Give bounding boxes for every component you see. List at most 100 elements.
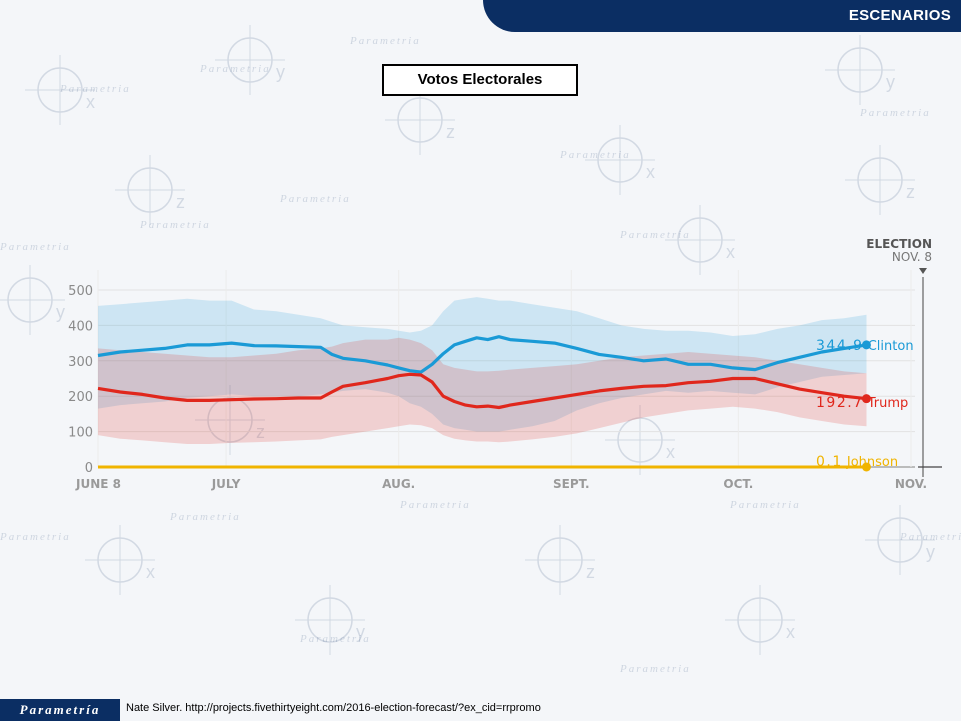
watermark-letter: z (586, 562, 595, 582)
watermark-circle (617, 417, 663, 463)
watermark-circle (207, 397, 253, 443)
y-tick-label: 300 (68, 355, 93, 370)
y-tick-label: 400 (68, 319, 93, 334)
watermark-emblem: y (215, 25, 285, 95)
watermark-brand: Parametria (199, 63, 271, 75)
watermark-circle (737, 597, 783, 643)
watermark-emblem: y (0, 265, 65, 335)
watermark-letter: x (646, 162, 655, 182)
series-end-label-trump: 192.7 Trump (816, 395, 908, 411)
election-marker-arrow (919, 268, 927, 274)
series-name: Johnson (843, 455, 898, 470)
electoral-votes-chart: 0 100 200 300 400 500 JUNE 8 JULY AUG. SEPT. OCT. N… (68, 237, 942, 491)
watermark-brand: Parametria (279, 193, 351, 205)
watermark-emblem: x (85, 525, 155, 595)
watermark-brand: Parametria (169, 511, 241, 523)
watermark-brand: Parametria (299, 633, 371, 645)
watermark-circle (537, 537, 583, 583)
series-value: 192.7 (816, 395, 864, 411)
watermark-letter: z (906, 182, 915, 202)
watermark-emblem: y (825, 35, 895, 105)
series-name: Clinton (864, 339, 914, 354)
series-line-trump (97, 372, 867, 410)
uncertainty-band-trump (98, 337, 867, 444)
section-header-bar: ESCENARIOS (483, 0, 961, 32)
x-tick-label: JUNE 8 (75, 477, 121, 491)
watermark-circle (837, 47, 883, 93)
watermark-brand: Parametria (729, 499, 801, 511)
series-end-label-clinton: 344.9 Clinton (816, 338, 914, 354)
watermark-circle (397, 97, 443, 143)
watermark-brand: Parametria (139, 219, 211, 231)
watermark-brand: Parametria (899, 531, 961, 543)
x-tick-label: SEPT. (553, 477, 590, 491)
watermark-letter: y (56, 302, 65, 322)
y-tick-label: 200 (68, 390, 93, 405)
watermark-brand: Parametria (349, 35, 421, 47)
footer-logo: Parametría (0, 699, 120, 721)
series-value: 344.9 (816, 338, 864, 354)
x-tick-label: JULY (211, 477, 241, 491)
watermark-brand: Parametria (619, 229, 691, 241)
series-name: Trump (864, 396, 909, 411)
watermark-emblem: x (725, 585, 795, 655)
series-end-point-trump (861, 394, 871, 404)
watermark-emblem: z (385, 85, 455, 155)
watermark-letter: x (86, 92, 95, 112)
watermark-letter: y (276, 62, 285, 82)
watermark-emblem: x (605, 405, 675, 475)
series-end-point-clinton (861, 340, 871, 350)
watermark-emblem: x (585, 125, 655, 195)
watermark-letter: x (786, 622, 795, 642)
watermark-emblem: y (865, 505, 935, 575)
watermark-brand: Parametria (859, 107, 931, 119)
watermark-circle (127, 167, 173, 213)
gridlines (97, 270, 915, 468)
watermark-emblem: x (665, 205, 735, 275)
watermark-circle (597, 137, 643, 183)
watermark-circle (877, 517, 923, 563)
watermark-brand: Parametria (559, 149, 631, 161)
watermark-brand: Parametria (0, 241, 71, 253)
y-tick-label: 500 (68, 284, 93, 299)
watermark-circle (307, 597, 353, 643)
watermark-emblem: z (525, 525, 595, 595)
watermark-letter: y (356, 622, 365, 642)
uncertainty-band-clinton (98, 297, 867, 432)
series-end-label-johnson: 0.1 Johnson (816, 454, 898, 470)
watermark-letter: z (446, 122, 455, 142)
source-citation: Nate Silver. http://projects.fivethirtye… (126, 702, 541, 714)
watermark-brand: Parametria (59, 83, 131, 95)
chart-title-box: Votos Electorales (382, 64, 578, 96)
x-tick-label: AUG. (382, 477, 415, 491)
watermark-letter: x (726, 242, 735, 262)
watermark-emblem: z (115, 155, 185, 225)
watermark-circle (97, 537, 143, 583)
election-date-label: NOV. 8 (892, 250, 932, 264)
y-tick-label: 100 (68, 426, 93, 441)
election-marker-label: ELECTION (866, 237, 932, 251)
watermark-circle (677, 217, 723, 263)
watermark-emblem: z (845, 145, 915, 215)
series-end-point-johnson (861, 462, 871, 472)
watermark-circle (37, 67, 83, 113)
y-tick-label: 0 (85, 461, 93, 476)
series-value: 0.1 (816, 454, 843, 470)
watermark-letter: x (146, 562, 155, 582)
watermark-brand: Parametria (399, 499, 471, 511)
watermark-brand: Parametria (0, 531, 71, 543)
watermark-circle (7, 277, 53, 323)
watermark-circle (857, 157, 903, 203)
watermark-letter: y (926, 542, 935, 562)
watermark-letter: y (886, 72, 895, 92)
watermark-emblem: x (25, 55, 95, 125)
x-tick-label: NOV. (895, 477, 927, 491)
chart-title: Votos Electorales (417, 71, 543, 88)
watermark-brand: Parametria (619, 663, 691, 675)
watermark-letter: z (176, 192, 185, 212)
watermark-emblem: y (295, 585, 365, 655)
x-tick-label: OCT. (723, 477, 753, 491)
section-label: ESCENARIOS (848, 7, 951, 24)
series-line-clinton (97, 335, 867, 374)
